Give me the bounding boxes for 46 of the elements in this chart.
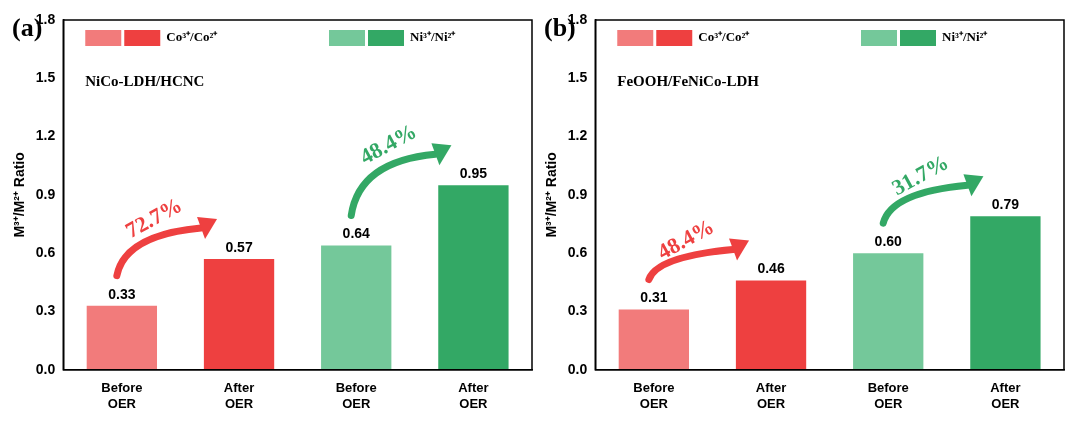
data-label: 0.64: [342, 225, 371, 242]
x-tick-label: After OER: [458, 380, 489, 411]
data-label: 0.57: [225, 238, 253, 255]
y-tick-label: 1.2: [567, 127, 588, 144]
x-tick-label: Before OER: [335, 380, 377, 411]
y-tick-label: 0.9: [567, 185, 588, 202]
annotation: 48.4%: [652, 213, 719, 265]
data-label: 0.95: [459, 165, 488, 182]
bar: [970, 216, 1041, 370]
x-tick-label: Before OER: [633, 380, 675, 411]
data-label: 0.31: [640, 289, 668, 306]
data-label: 0.60: [874, 233, 903, 250]
bar: [203, 259, 275, 370]
bar: [735, 280, 807, 370]
x-tick-label: Before OER: [867, 380, 909, 411]
data-label: 0.79: [991, 196, 1020, 213]
data-label: 0.46: [757, 260, 785, 277]
text: FeOOH/FeNiCo-LDH: [617, 73, 760, 90]
bar: [86, 305, 158, 370]
legend-label: Co³⁺/Co²⁺: [166, 29, 219, 45]
text: NiCo-LDH/HCNC: [85, 73, 205, 90]
legend-label: Ni³⁺/Ni²⁺: [942, 29, 989, 45]
bar: [853, 253, 924, 370]
legend-label: Co³⁺/Co²⁺: [698, 29, 751, 45]
y-tick-label: 0.6: [35, 244, 56, 261]
y-tick-label: 1.5: [35, 69, 56, 86]
bar: [321, 245, 392, 370]
bar: [618, 309, 690, 370]
y-tick-label: 0.0: [567, 360, 588, 377]
x-tick-label: After OER: [223, 380, 255, 411]
y-tick-label: 0.9: [35, 185, 56, 202]
y-axis-title: M³⁺/M²⁺ Ratio: [543, 152, 560, 238]
annotation: 48.4%: [355, 118, 421, 170]
y-tick-label: 1.2: [35, 127, 56, 144]
x-tick-label: Before OER: [101, 380, 143, 411]
x-tick-label: After OER: [755, 380, 787, 411]
y-tick-label: 0.6: [567, 244, 588, 261]
y-tick-label: 0.3: [35, 302, 56, 319]
data-label: 0.33: [108, 285, 136, 302]
legend-label: Ni³⁺/Ni²⁺: [410, 29, 457, 45]
y-axis-title: M³⁺/M²⁺ Ratio: [11, 152, 28, 238]
bar: [438, 185, 509, 370]
y-tick-label: 0.0: [35, 360, 56, 377]
x-tick-label: After OER: [990, 380, 1021, 411]
y-tick-label: 1.5: [567, 69, 588, 86]
y-tick-label: 0.3: [567, 302, 588, 319]
